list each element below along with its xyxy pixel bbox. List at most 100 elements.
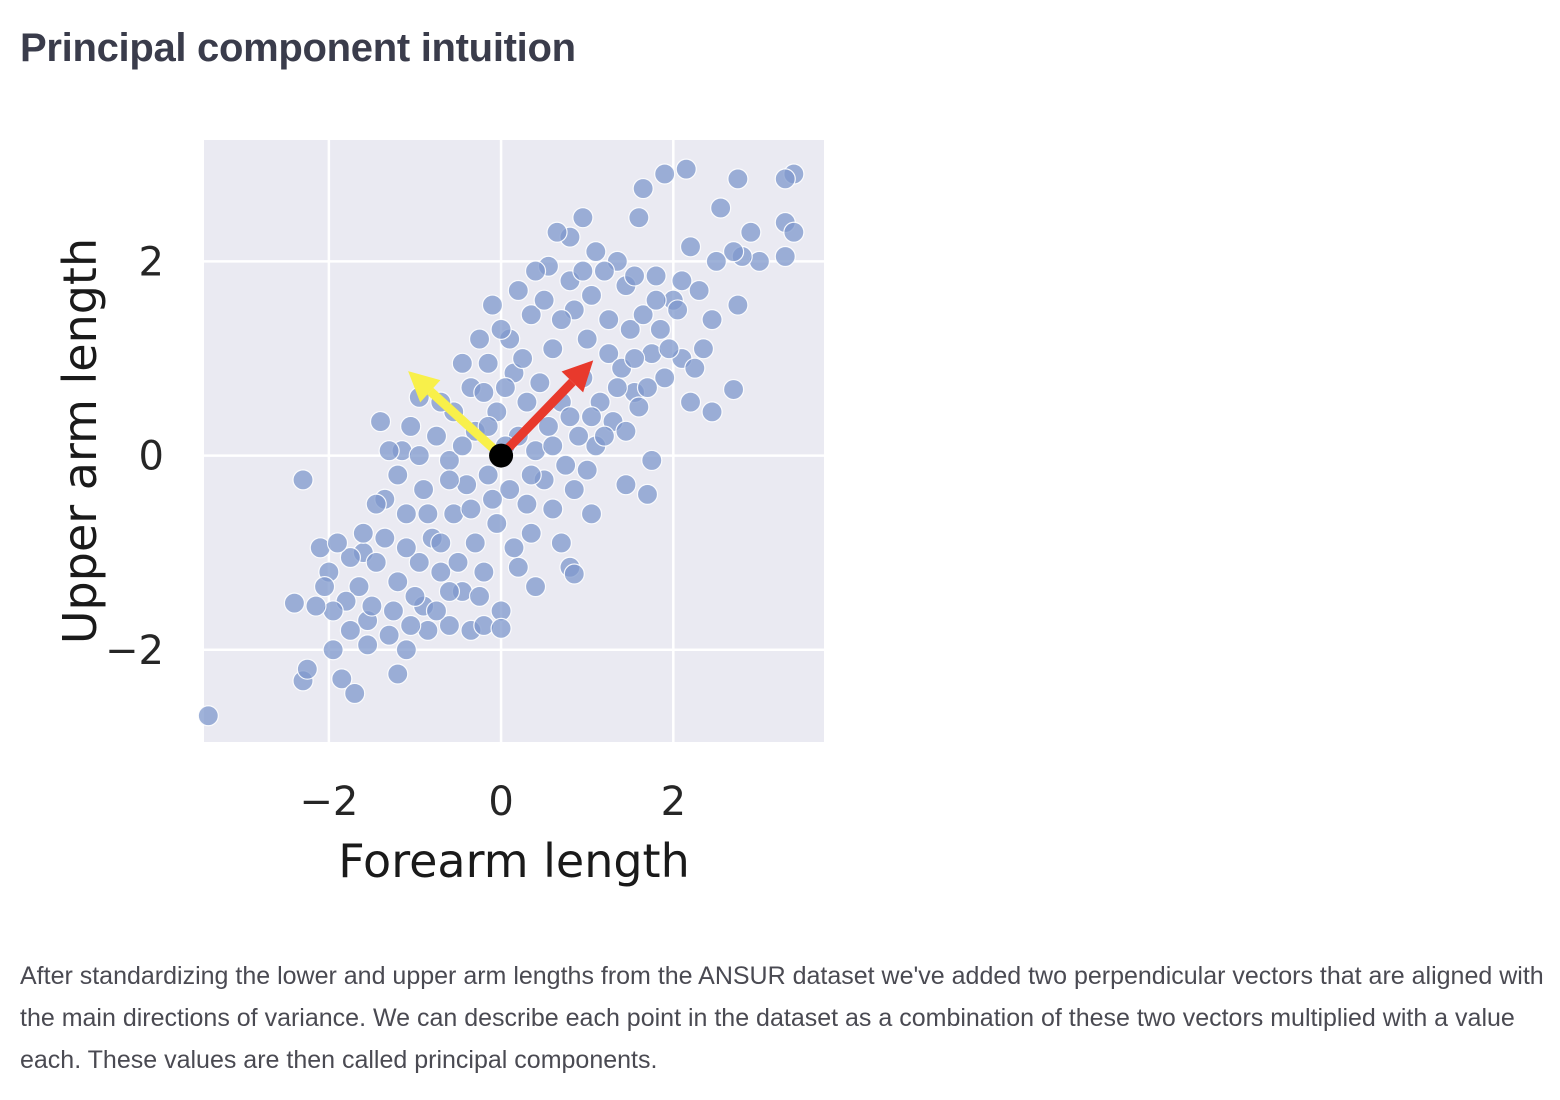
data-point [499, 478, 521, 501]
data-point [684, 357, 706, 379]
vector-arrowhead [408, 371, 441, 403]
data-point [438, 580, 461, 603]
data-point [365, 493, 387, 515]
y-tick-label: 2 [139, 239, 164, 285]
data-point [507, 556, 529, 578]
data-point [395, 537, 417, 559]
data-point [645, 265, 667, 287]
data-point [348, 576, 370, 598]
data-point [615, 474, 637, 496]
data-point [774, 168, 796, 190]
data-point [369, 410, 392, 433]
data-point [374, 527, 396, 549]
data-point [507, 279, 529, 302]
x-tick-label: 0 [488, 779, 513, 825]
tick-labels: −2 0 2 −2 0 2 [105, 239, 686, 825]
data-point [572, 260, 594, 282]
data-point [425, 425, 448, 447]
data-point [473, 381, 495, 404]
data-point [352, 522, 374, 544]
data-point [451, 352, 473, 374]
y-tick-label: 0 [139, 434, 164, 480]
data-point [615, 420, 637, 442]
data-point [408, 444, 430, 467]
data-point [305, 595, 327, 617]
data-point [580, 406, 603, 428]
data-point [503, 537, 525, 559]
data-point [490, 318, 512, 340]
data-point [529, 372, 551, 394]
data-point [654, 367, 676, 389]
data-point [533, 289, 555, 311]
data-point [774, 245, 796, 268]
data-point [464, 532, 486, 554]
data-point [598, 309, 620, 331]
data-point [542, 435, 564, 457]
data-point [679, 236, 702, 258]
data-point [783, 221, 805, 243]
data-point [649, 318, 671, 340]
description-paragraph: After standardizing the lower and upper … [20, 962, 1544, 1074]
data-point [632, 177, 654, 200]
data-point [387, 464, 409, 486]
data-point [636, 483, 659, 506]
data-point [292, 469, 314, 491]
x-tick-label: 2 [661, 779, 686, 825]
data-point [477, 464, 499, 486]
y-axis-label: Upper arm length [53, 238, 107, 644]
data-point [580, 503, 603, 525]
data-point [623, 265, 646, 287]
data-point [705, 250, 727, 272]
data-point [542, 498, 564, 520]
data-point [516, 391, 538, 413]
data-point [400, 614, 422, 637]
data-point [710, 197, 732, 219]
data-point [490, 617, 512, 639]
data-point [550, 532, 572, 554]
data-point [477, 415, 499, 438]
data-point [430, 561, 452, 583]
data-point [636, 376, 659, 399]
data-point [701, 401, 723, 423]
data-point [516, 493, 538, 515]
data-point [326, 532, 349, 554]
data-point [654, 163, 676, 185]
data-point [567, 425, 590, 447]
data-point [339, 546, 361, 569]
data-point [357, 634, 379, 656]
data-point [524, 576, 547, 598]
data-point [331, 668, 353, 690]
data-point [688, 279, 710, 302]
data-point [494, 376, 516, 399]
data-point [623, 347, 646, 370]
vector-shaft [497, 378, 576, 459]
page-title: Principal component intuition [20, 26, 576, 70]
data-point [361, 595, 383, 617]
data-point [283, 592, 306, 614]
data-point [559, 406, 581, 428]
data-point [667, 299, 689, 321]
data-point [555, 454, 577, 476]
data-point [468, 585, 491, 607]
data-point [412, 478, 435, 501]
data-point [408, 551, 430, 573]
data-point [520, 304, 542, 326]
data-point [632, 304, 654, 326]
y-tick-label: −2 [105, 628, 164, 674]
data-point [576, 328, 598, 350]
data-point [701, 309, 723, 331]
data-point [679, 391, 702, 413]
data-point [447, 551, 469, 573]
data-point [740, 221, 762, 243]
x-axis-label: Forearm length [338, 834, 690, 888]
data-point [727, 168, 749, 190]
data-point [378, 440, 400, 462]
data-point [645, 289, 667, 311]
data-point [563, 563, 585, 585]
data-point [197, 705, 219, 727]
data-point [481, 488, 504, 510]
data-point [365, 551, 387, 573]
data-point [339, 619, 361, 641]
principal-vectors [408, 360, 594, 468]
scatter-chart: −2 0 2 −2 0 2 Forearm length Upper arm length [53, 140, 824, 888]
